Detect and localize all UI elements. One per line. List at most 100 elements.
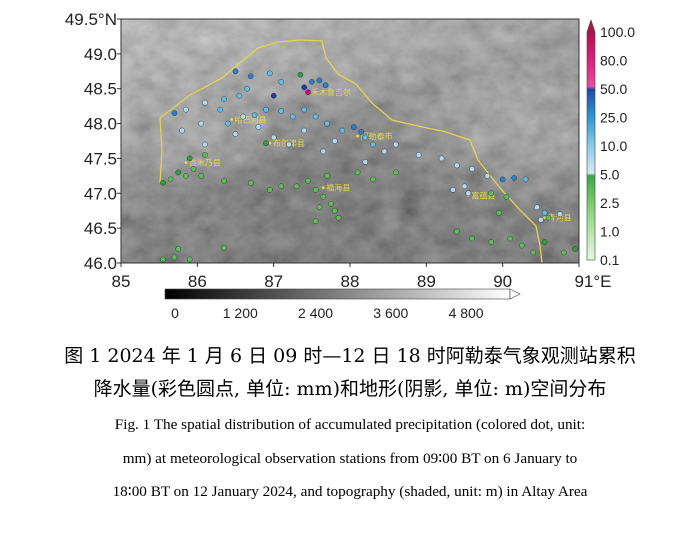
x-axis: 85 86 87 88 89 90 91°E — [112, 263, 612, 291]
caption-en-line2: mm) at meteorological observation statio… — [122, 450, 578, 467]
station-dot — [469, 166, 475, 172]
station-dot — [160, 180, 166, 186]
station-dot — [541, 210, 548, 216]
station-dot — [267, 186, 273, 193]
station-dot — [289, 113, 296, 120]
topo-colorbar: 0 1 200 2 400 3 600 4 800 — [164, 288, 521, 321]
station-dot — [541, 239, 548, 245]
station-dot — [331, 138, 338, 144]
station-dot — [240, 113, 246, 120]
city-label: 禾木鲁吉尔 — [311, 87, 351, 97]
station-dot — [392, 169, 399, 176]
y-axis: 46.0 46.5 47.0 47.5 48.0 48.5 49.0 49.5°N — [65, 10, 121, 273]
city-marker — [356, 134, 360, 138]
station-dot — [522, 176, 529, 183]
station-dot — [572, 246, 578, 252]
station-dot — [320, 193, 327, 200]
station-dot — [545, 214, 552, 221]
topography-shading — [121, 19, 579, 263]
station-dot — [312, 186, 319, 193]
precip-colorbar-label: 5.0 — [600, 167, 620, 183]
station-dot — [183, 106, 189, 113]
station-dot — [270, 92, 277, 99]
x-tick-label: 90 — [493, 272, 512, 291]
y-tick-label: 49.5°N — [65, 10, 117, 29]
station-dot — [322, 82, 329, 89]
x-tick-label: 89 — [417, 272, 436, 291]
station-dot — [328, 200, 334, 207]
station-dot — [362, 134, 369, 141]
station-dot — [309, 78, 315, 85]
city-label: 哈巴河县 — [235, 114, 267, 124]
station-dot — [454, 162, 460, 169]
station-dot — [305, 89, 311, 95]
station-dot — [221, 177, 227, 184]
topo-colorbar-label: 2 400 — [298, 305, 333, 321]
y-tick-label: 47.0 — [84, 184, 117, 203]
station-dot — [225, 120, 231, 127]
precip-colorbar: 0.1 1.0 2.5 5.0 10.0 25.0 50.0 80.0 100.0 — [586, 19, 635, 268]
station-dot — [507, 235, 514, 242]
station-dot — [263, 140, 269, 146]
station-dot — [301, 84, 308, 91]
station-dot — [171, 110, 178, 116]
station-dot — [415, 152, 422, 158]
station-dot — [381, 148, 388, 155]
precip-colorbar-label: 2.5 — [600, 195, 620, 211]
station-dot — [339, 127, 346, 134]
station-dot — [557, 211, 563, 217]
city-label: 吉木乃县 — [189, 158, 221, 168]
station-dot — [186, 256, 193, 263]
station-dot — [320, 148, 327, 155]
station-dot — [293, 183, 300, 190]
station-dot — [324, 120, 330, 127]
station-dot — [247, 73, 254, 79]
station-dot — [198, 173, 204, 179]
station-dot — [301, 106, 308, 113]
station-dot — [221, 96, 227, 102]
station-dot — [331, 207, 338, 214]
station-dot — [392, 141, 399, 148]
city-marker — [184, 161, 188, 165]
station-dot — [312, 113, 319, 120]
station-dot — [251, 112, 258, 119]
station-dot — [351, 124, 357, 130]
station-dot — [255, 124, 262, 130]
precip-colorbar-label: 100.0 — [600, 24, 635, 40]
station-dot — [324, 173, 330, 179]
station-dot — [358, 129, 365, 135]
city-marker — [230, 117, 234, 121]
station-dot — [232, 68, 239, 75]
x-tick-label: 85 — [112, 272, 131, 291]
station-dot — [335, 214, 342, 221]
precip-colorbar-label: 25.0 — [600, 110, 627, 126]
station-dot — [270, 134, 277, 141]
station-dot — [312, 218, 319, 224]
station-dot — [217, 106, 224, 113]
y-tick-label: 46.0 — [84, 254, 117, 273]
station-dot — [305, 177, 311, 184]
station-dot — [461, 183, 468, 190]
topo-colorbar-label: 0 — [171, 305, 179, 321]
x-tick-label: 91°E — [574, 272, 611, 291]
station-dot — [511, 175, 517, 181]
city-label: 福海县 — [326, 183, 350, 193]
station-dot — [488, 190, 495, 197]
station-dot — [438, 155, 445, 162]
caption-en-line1: Fig. 1 The spatial distribution of accum… — [114, 416, 586, 433]
station-dot — [171, 254, 178, 261]
caption-cn-line1: 图 1 2024 年 1 月 6 日 09 时—12 日 18 时阿勒泰气象观测… — [64, 345, 636, 367]
y-tick-label: 48.5 — [84, 80, 117, 99]
station-dots — [160, 68, 578, 263]
station-dot — [232, 131, 239, 137]
station-dot — [534, 204, 540, 211]
x-tick-label: 88 — [341, 272, 360, 291]
station-dot — [167, 176, 174, 183]
precip-colorbar-label: 80.0 — [600, 53, 627, 69]
precip-colorbar-label: 0.1 — [600, 252, 620, 268]
station-dot — [370, 141, 376, 148]
city-marker — [268, 141, 272, 145]
station-dot — [530, 249, 537, 256]
station-dot — [236, 92, 243, 99]
